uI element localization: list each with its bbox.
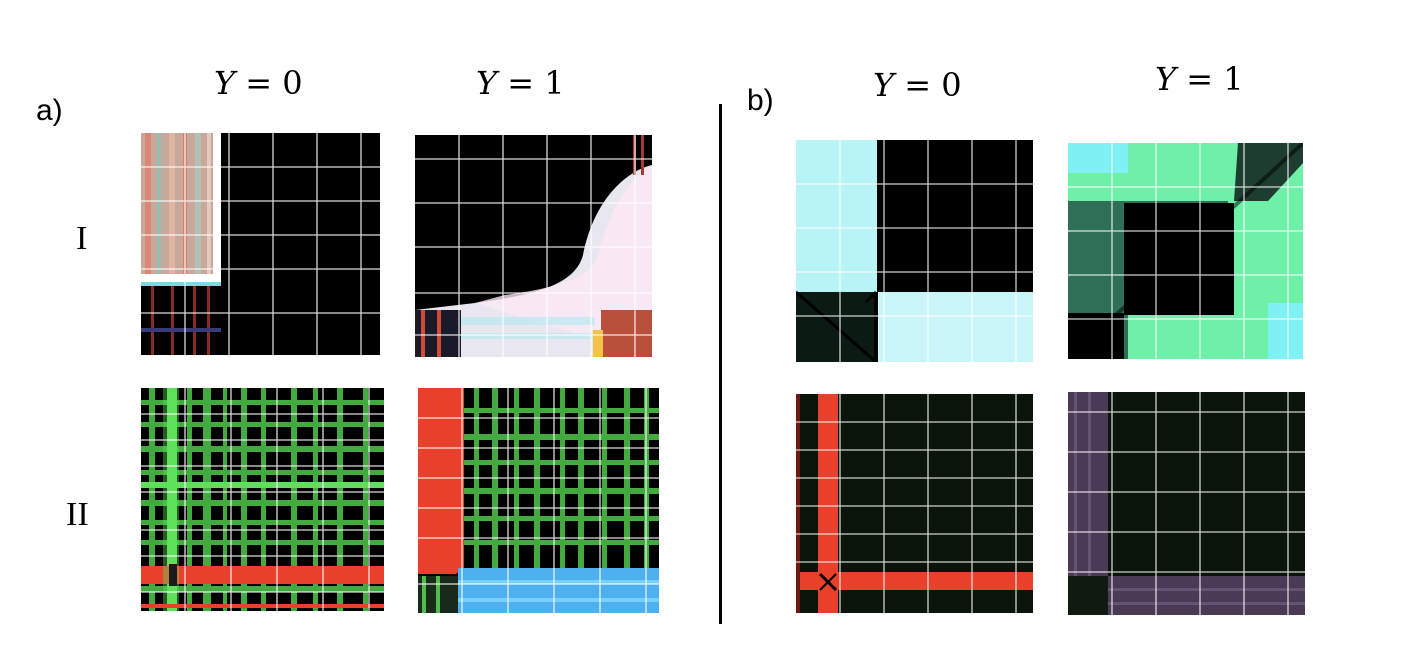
matrix-a-I-y1	[415, 135, 652, 357]
panel-b-label: b)	[747, 84, 774, 117]
panel-a-col-y1-label: Y = 1	[476, 64, 565, 102]
panel-divider	[719, 104, 722, 624]
matrix-a-I-y0	[141, 133, 380, 355]
panel-b-col-y1-label: Y = 1	[1155, 60, 1244, 98]
panel-b-col-y0-label: Y = 0	[873, 66, 962, 104]
matrix-a-II-y1	[418, 388, 659, 613]
row-II-label: II	[66, 496, 89, 533]
panel-a-col-y0-label: Y = 0	[214, 64, 303, 102]
panel-a-label: a)	[36, 94, 63, 127]
row-I-label: I	[76, 220, 88, 257]
matrix-b-top-y0	[796, 140, 1033, 362]
matrix-b-top-y1	[1068, 143, 1303, 359]
matrix-b-bottom-y1	[1068, 392, 1305, 615]
matrix-a-II-y0	[141, 388, 384, 611]
matrix-b-bottom-y0	[796, 394, 1033, 613]
